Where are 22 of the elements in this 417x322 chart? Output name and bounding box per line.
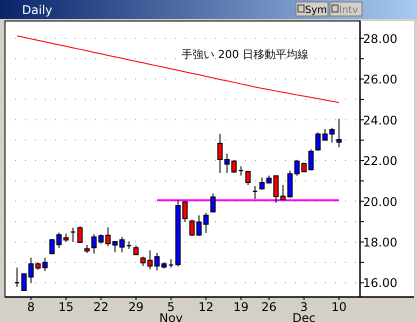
y-tick-label: 22.00 bbox=[363, 154, 398, 168]
y-tick-label: 26.00 bbox=[363, 72, 398, 87]
line-series bbox=[16, 35, 340, 103]
annotation: Dec bbox=[292, 311, 316, 322]
y-tick-label: 16.00 bbox=[363, 276, 398, 290]
annotation: 手強い 200 日移動平均線 bbox=[182, 48, 308, 61]
y-tick-label: 18.00 bbox=[363, 236, 398, 250]
x-tick-label: 10 bbox=[331, 300, 347, 314]
x-tick-label: 5 bbox=[167, 300, 175, 314]
x-tick-label: 29 bbox=[128, 300, 144, 314]
x-tick-label: 8 bbox=[27, 300, 35, 314]
x-tick-label: 26 bbox=[261, 300, 277, 314]
x-tick-label: 3 bbox=[300, 300, 308, 314]
x-tick-label: 12 bbox=[198, 300, 214, 314]
x-tick-label: 19 bbox=[233, 300, 249, 314]
annotation: Nov bbox=[159, 311, 183, 322]
x-tick-label: 15 bbox=[58, 300, 74, 314]
y-tick-label: 28.00 bbox=[363, 32, 398, 46]
y-tick-label: 20.00 bbox=[363, 194, 398, 209]
title: Daily bbox=[22, 3, 52, 17]
x-tick-label: 22 bbox=[93, 300, 109, 314]
y-tick-label: 24.00 bbox=[363, 113, 398, 128]
